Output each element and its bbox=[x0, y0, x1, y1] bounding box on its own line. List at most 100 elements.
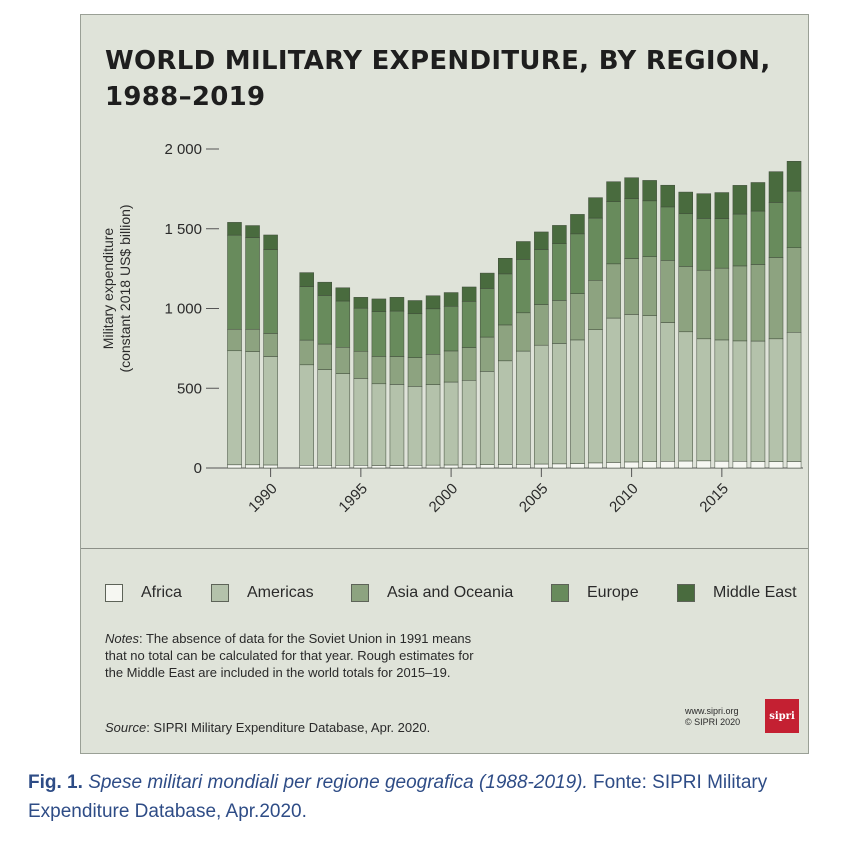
x-tick-label: 1995 bbox=[335, 480, 371, 516]
legend: Africa Americas Asia and Oceania Europe Midd… bbox=[105, 581, 805, 605]
bar-2001-africa bbox=[461, 464, 477, 469]
bar-2017-americas bbox=[750, 340, 766, 462]
bar-2015-africa bbox=[714, 460, 730, 469]
bar-1999-europe bbox=[425, 308, 441, 355]
bar-1996-middle-east bbox=[371, 298, 387, 312]
legend-item-europe: Europe bbox=[551, 581, 639, 605]
bar-2009-asia-and-oceania bbox=[606, 263, 621, 319]
bar-2016-africa bbox=[732, 461, 748, 469]
legend-item-americas: Americas bbox=[211, 581, 314, 605]
bar-1990-middle-east bbox=[263, 234, 278, 250]
y-axis-label-line1: Military expenditure bbox=[100, 228, 116, 350]
bar-2000-africa bbox=[443, 464, 459, 469]
bar-1992-africa bbox=[299, 465, 314, 469]
bar-1988-americas bbox=[227, 350, 242, 466]
bar-2018-asia-and-oceania bbox=[768, 257, 784, 340]
bar-2005-asia-and-oceania bbox=[534, 304, 549, 346]
bar-2015-middle-east bbox=[714, 192, 730, 219]
bar-2019-middle-east bbox=[786, 161, 802, 192]
legend-label: Americas bbox=[247, 584, 314, 601]
bar-2019-asia-and-oceania bbox=[786, 247, 802, 333]
bar-1999-asia-and-oceania bbox=[425, 354, 441, 385]
bar-2006-europe bbox=[552, 243, 567, 301]
y-tick-label: 0 bbox=[194, 460, 202, 477]
bar-1997-africa bbox=[389, 465, 405, 469]
sipri-url: www.sipri.org bbox=[685, 706, 739, 716]
bar-2017-europe bbox=[750, 210, 766, 265]
bar-2013-europe bbox=[678, 213, 693, 267]
bar-2019-africa bbox=[786, 461, 802, 469]
legend-divider bbox=[81, 548, 808, 549]
bar-1995-europe bbox=[353, 307, 369, 352]
sipri-credit: www.sipri.org © SIPRI 2020 bbox=[685, 706, 740, 728]
bar-1989-americas bbox=[245, 351, 260, 466]
bar-2010-americas bbox=[624, 314, 639, 463]
bar-1990-asia-and-oceania bbox=[263, 333, 278, 357]
legend-label: Asia and Oceania bbox=[387, 584, 514, 601]
notes-text: : The absence of data for the Soviet Uni… bbox=[105, 631, 474, 680]
bar-1988-africa bbox=[227, 464, 242, 469]
caption-label: Fig. 1. bbox=[28, 772, 83, 793]
bar-1989-africa bbox=[245, 464, 260, 469]
bar-1996-africa bbox=[371, 465, 387, 469]
legend-swatch bbox=[211, 584, 229, 602]
bar-2001-americas bbox=[461, 380, 477, 466]
bar-2012-europe bbox=[660, 206, 675, 261]
bar-1996-asia-and-oceania bbox=[371, 356, 387, 385]
bar-2015-americas bbox=[714, 339, 730, 462]
bar-2001-middle-east bbox=[461, 286, 477, 302]
bar-2002-europe bbox=[479, 288, 495, 338]
source-text: : SIPRI Military Expenditure Database, A… bbox=[146, 720, 431, 735]
bar-2004-asia-and-oceania bbox=[516, 312, 531, 352]
bar-1993-americas bbox=[317, 369, 332, 466]
caption-italic: Spese militari mondiali per regione geog… bbox=[88, 772, 588, 793]
bar-2011-africa bbox=[642, 461, 657, 469]
legend-swatch bbox=[551, 584, 569, 602]
bar-1994-europe bbox=[335, 300, 351, 348]
bar-1988-europe bbox=[227, 234, 242, 330]
bar-2006-africa bbox=[552, 463, 567, 469]
bar-2011-middle-east bbox=[642, 180, 657, 202]
bar-1992-americas bbox=[299, 364, 314, 466]
bar-1994-asia-and-oceania bbox=[335, 347, 351, 374]
bar-1989-asia-and-oceania bbox=[245, 328, 260, 352]
caption-rest: Fonte: SIPRI Military Expenditure Databa… bbox=[28, 772, 768, 822]
notes: Notes: The absence of data for the Sovie… bbox=[105, 630, 495, 681]
bar-2014-africa bbox=[696, 460, 712, 469]
bar-2006-middle-east bbox=[552, 225, 567, 244]
bar-2002-africa bbox=[479, 464, 495, 469]
bar-1994-middle-east bbox=[335, 287, 351, 302]
legend-swatch bbox=[105, 584, 123, 602]
notes-label: Notes bbox=[105, 631, 139, 646]
bar-2018-africa bbox=[768, 461, 784, 469]
legend-item-asia-and-oceania: Asia and Oceania bbox=[351, 581, 513, 605]
bar-2010-africa bbox=[624, 461, 639, 469]
bar-2014-middle-east bbox=[696, 193, 712, 219]
figure-caption: Fig. 1. Spese militari mondiali per regi… bbox=[28, 768, 848, 826]
bar-2019-americas bbox=[786, 332, 802, 462]
bar-2013-asia-and-oceania bbox=[678, 266, 693, 333]
x-tick-label: 2015 bbox=[696, 480, 732, 516]
bar-2010-middle-east bbox=[624, 177, 639, 200]
bar-1994-africa bbox=[335, 465, 351, 469]
bar-2019-europe bbox=[786, 190, 802, 248]
bar-1992-asia-and-oceania bbox=[299, 339, 314, 366]
bar-2009-europe bbox=[606, 201, 621, 265]
bar-2005-europe bbox=[534, 249, 549, 305]
bar-2003-asia-and-oceania bbox=[498, 324, 513, 362]
source-label: Source bbox=[105, 720, 147, 735]
y-axis: 0 500 1 000 1 500 2 000 bbox=[164, 141, 219, 477]
bar-1998-europe bbox=[407, 313, 423, 358]
bar-1999-africa bbox=[425, 464, 441, 469]
bar-2009-middle-east bbox=[606, 181, 621, 202]
bar-2012-asia-and-oceania bbox=[660, 260, 675, 323]
bar-2004-americas bbox=[516, 350, 531, 465]
bar-2003-middle-east bbox=[498, 258, 513, 275]
bar-2011-asia-and-oceania bbox=[642, 256, 657, 316]
bar-1995-americas bbox=[353, 378, 369, 466]
y-axis-label-line2: (constant 2018 US$ billion) bbox=[117, 204, 133, 372]
bar-2005-middle-east bbox=[534, 231, 549, 250]
bar-2012-middle-east bbox=[660, 184, 675, 208]
legend-item-middle-east: Middle East bbox=[677, 581, 797, 605]
bar-1995-africa bbox=[353, 465, 369, 469]
